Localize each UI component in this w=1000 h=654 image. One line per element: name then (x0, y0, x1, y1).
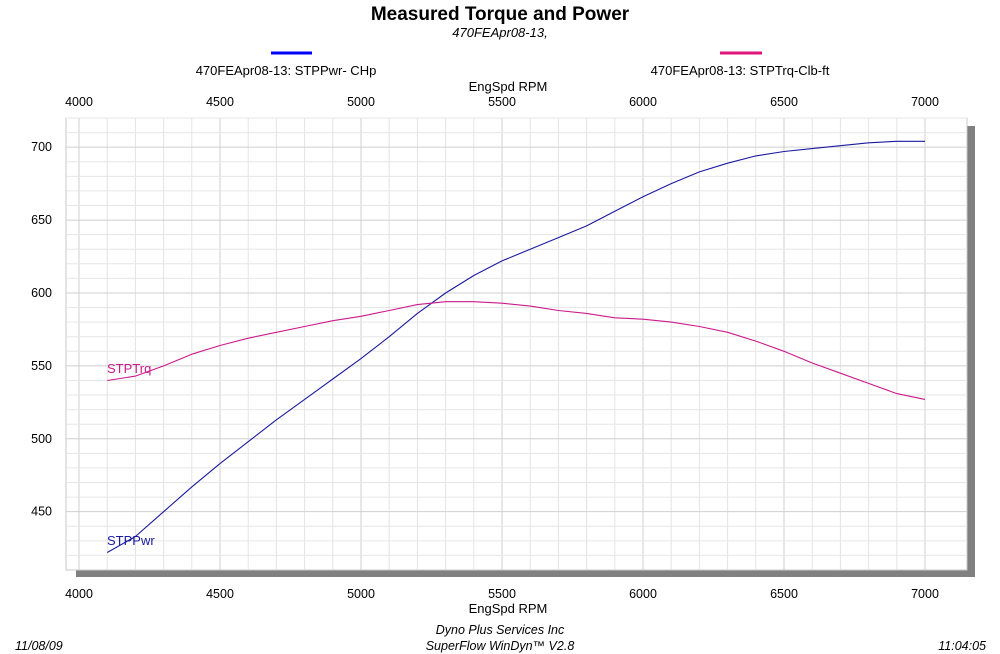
grid (66, 117, 967, 570)
x-axis-label-bottom: EngSpd RPM (469, 601, 548, 616)
series-line-torque (107, 301, 926, 400)
y-tick-label: 700 (31, 140, 52, 154)
x-tick-label-bottom: 5500 (488, 587, 516, 601)
footer-software: SuperFlow WinDyn™ V2.8 (426, 639, 575, 653)
footer-company: Dyno Plus Services Inc (436, 623, 565, 637)
x-tick-label-bottom: 5000 (347, 587, 375, 601)
x-tick-label-top: 4500 (206, 95, 234, 109)
x-tick-label-top: 7000 (911, 95, 939, 109)
footer-time: 11:04:05 (938, 639, 986, 653)
x-tick-label-bottom: 4000 (65, 587, 93, 601)
x-tick-label-top: 6000 (629, 95, 657, 109)
legend-label-power: 470FEApr08-13: STPPwr- CHp (196, 63, 377, 78)
series-label-torque: STPTrq (107, 361, 151, 376)
y-tick-label: 550 (31, 359, 52, 373)
legend-label-torque: 470FEApr08-13: STPTrq-Clb-ft (651, 63, 830, 78)
chart-subtitle: 470FEApr08-13, (452, 25, 547, 40)
series-line-power (106, 140, 925, 553)
axis-ticks: 4000 4000 4500 4500 5000 5000 5500 5500 6000 6000… (31, 95, 939, 601)
y-tick-label: 600 (31, 286, 52, 300)
x-axis-label-top: EngSpd RPM (469, 79, 548, 94)
x-tick-label-top: 6500 (770, 95, 798, 109)
chart-title: Measured Torque and Power (371, 4, 630, 25)
plot-shadow-right (967, 126, 975, 576)
legend: 470FEApr08-13: STPPwr- CHp 470FEApr08-13… (196, 51, 830, 78)
x-tick-label-top: 5000 (347, 95, 375, 109)
x-tick-label-bottom: 6500 (770, 587, 798, 601)
series-label-power: STPPwr (107, 533, 155, 548)
plot-shadow-bottom (76, 570, 975, 577)
x-tick-label-bottom: 6000 (629, 587, 657, 601)
x-tick-label-bottom: 4500 (206, 587, 234, 601)
y-tick-label: 500 (31, 432, 52, 446)
y-tick-label: 650 (31, 213, 52, 227)
x-tick-label-top: 5500 (488, 95, 516, 109)
x-tick-label-bottom: 7000 (911, 587, 939, 601)
series-lines (106, 140, 926, 553)
footer-date: 11/08/09 (15, 639, 63, 653)
x-tick-label-top: 4000 (65, 95, 93, 109)
plot-area (65, 117, 968, 571)
y-tick-label: 450 (31, 505, 52, 519)
